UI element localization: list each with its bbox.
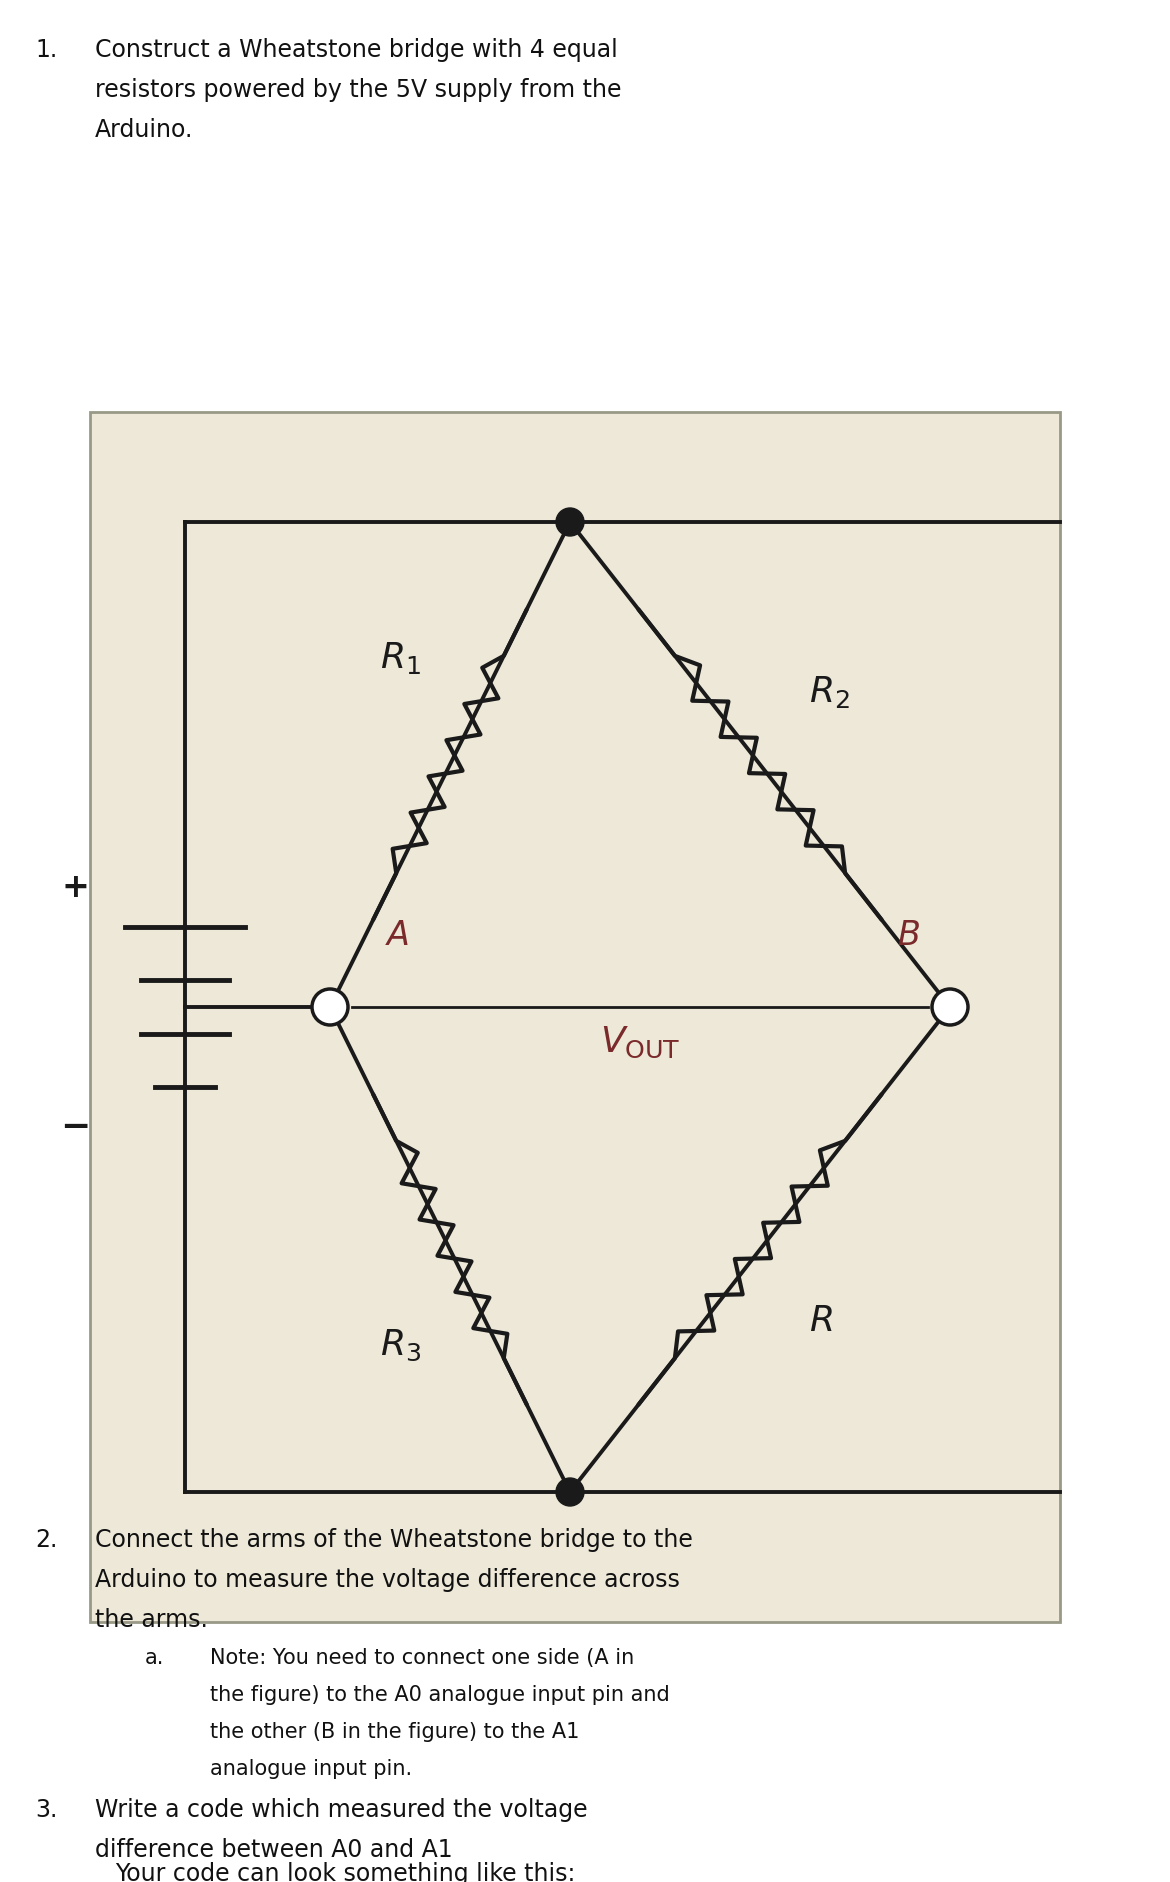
- Text: a.: a.: [145, 1649, 164, 1667]
- Text: the arms.: the arms.: [95, 1607, 208, 1632]
- Text: the other (B in the figure) to the A1: the other (B in the figure) to the A1: [209, 1722, 579, 1743]
- Text: analogue input pin.: analogue input pin.: [209, 1760, 412, 1778]
- Text: $R_3$: $R_3$: [380, 1329, 421, 1363]
- Text: +: +: [61, 871, 89, 903]
- Text: Write a code which measured the voltage: Write a code which measured the voltage: [95, 1797, 587, 1822]
- Text: Connect the arms of the Wheatstone bridge to the: Connect the arms of the Wheatstone bridg…: [95, 1528, 693, 1553]
- Text: 1.: 1.: [35, 38, 57, 62]
- Text: the figure) to the A0 analogue input pin and: the figure) to the A0 analogue input pin…: [209, 1684, 669, 1705]
- Text: $V_{\mathrm{OUT}}$: $V_{\mathrm{OUT}}$: [600, 1026, 680, 1060]
- Text: $R_1$: $R_1$: [380, 640, 421, 676]
- Text: Construct a Wheatstone bridge with 4 equal: Construct a Wheatstone bridge with 4 equ…: [95, 38, 618, 62]
- Text: 3.: 3.: [35, 1797, 57, 1822]
- Circle shape: [556, 1477, 584, 1506]
- Text: resistors powered by the 5V supply from the: resistors powered by the 5V supply from …: [95, 77, 621, 102]
- Circle shape: [556, 508, 584, 536]
- Circle shape: [936, 994, 964, 1022]
- Circle shape: [316, 994, 344, 1022]
- Text: difference between A0 and A1: difference between A0 and A1: [95, 1839, 453, 1861]
- Text: 2.: 2.: [35, 1528, 57, 1553]
- Text: $A$: $A$: [385, 918, 409, 952]
- Text: Arduino to measure the voltage difference across: Arduino to measure the voltage differenc…: [95, 1568, 680, 1592]
- Circle shape: [932, 990, 968, 1026]
- Text: −: −: [60, 1110, 90, 1144]
- FancyBboxPatch shape: [90, 412, 1060, 1622]
- Text: Note: You need to connect one side (A in: Note: You need to connect one side (A in: [209, 1649, 634, 1667]
- Text: $R$: $R$: [808, 1304, 833, 1338]
- Text: $B$: $B$: [897, 918, 920, 952]
- Circle shape: [312, 990, 347, 1026]
- Text: Arduino.: Arduino.: [95, 119, 193, 141]
- Text: $R_2$: $R_2$: [808, 674, 849, 710]
- Text: Your code can look something like this:: Your code can look something like this:: [115, 1861, 576, 1882]
